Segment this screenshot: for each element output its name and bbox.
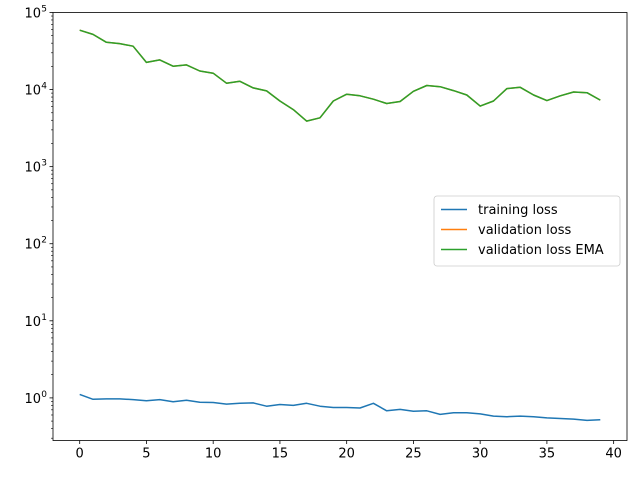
y-tick-exponent: 2 (41, 236, 47, 246)
x-tick-label: 0 (76, 447, 84, 462)
legend-box (433, 195, 621, 267)
legend: training loss validation loss validation l… (433, 195, 621, 267)
x-tick-label: 40 (605, 447, 622, 462)
y-tick-base: 10 (24, 392, 41, 407)
x-tick-label: 25 (405, 447, 422, 462)
y-tick-base: 10 (24, 161, 41, 176)
y-tick-exponent: 4 (41, 82, 47, 92)
x-axis: 0 5 10 15 20 25 30 35 40 (76, 440, 622, 462)
series-line-1 (79, 393, 601, 422)
y-tick-base: 10 (24, 84, 41, 99)
y-tick-base: 10 (24, 315, 41, 330)
y-tick-exponent: 3 (41, 159, 47, 169)
x-tick-label: 15 (272, 447, 289, 462)
x-tick-label: 10 (205, 447, 222, 462)
plot-frame (52, 12, 628, 441)
x-tick-label: 5 (142, 447, 150, 462)
legend-label: validation loss (478, 223, 571, 238)
y-tick-base: 10 (24, 238, 41, 253)
series-line-2 (79, 29, 601, 122)
x-tick-label: 30 (472, 447, 489, 462)
plot-series (79, 29, 601, 422)
legend-label: validation loss EMA (478, 243, 604, 258)
y-tick-exponent: 5 (41, 5, 47, 15)
x-tick-label: 20 (338, 447, 355, 462)
y-tick-base: 10 (24, 7, 41, 22)
x-tick-label: 35 (539, 447, 556, 462)
legend-label: training loss (478, 203, 558, 218)
y-tick-exponent: 1 (41, 313, 47, 323)
y-tick-exponent: 0 (41, 390, 47, 400)
series-line-3 (79, 29, 601, 122)
